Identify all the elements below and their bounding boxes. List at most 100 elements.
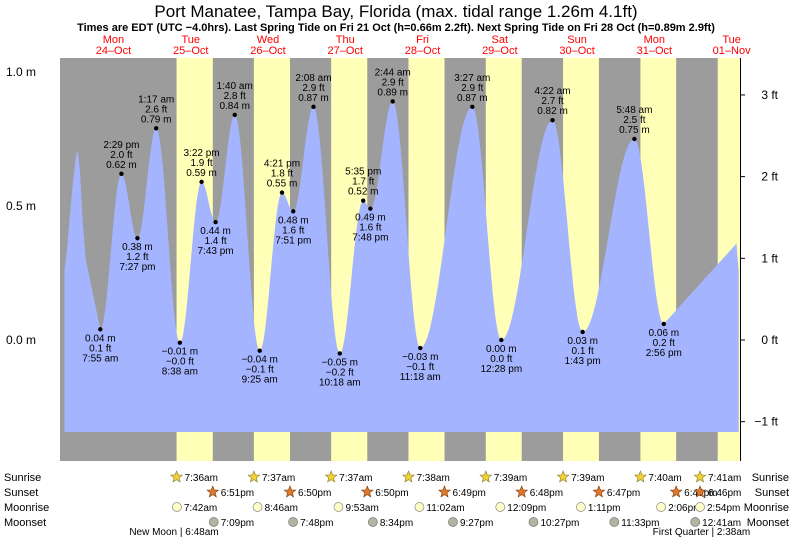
sunrise-icon-5	[556, 470, 570, 483]
tide-label-20-2: 1:43 pm	[565, 356, 601, 367]
day-weekday-8: Tue	[722, 34, 741, 46]
day-date-8: 01–Nov	[713, 45, 751, 57]
tide-label-16-1: −0.1 ft	[406, 362, 434, 373]
tide-label-17-2: 0.87 m	[457, 93, 488, 104]
sunrise-time-2: 7:37am	[339, 473, 372, 484]
sunrise-time-7: 7:41am	[708, 473, 741, 484]
tide-label-2-0: 0.38 m	[122, 242, 153, 253]
tide-label-7-0: 1:40 am	[217, 81, 253, 92]
tide-label-15-0: 2:44 am	[375, 67, 411, 78]
day-weekday-7: Mon	[644, 34, 665, 46]
tide-label-2-1: 1.2 ft	[126, 252, 148, 263]
sunset-icon-7	[693, 485, 707, 498]
moonset-icon-5	[609, 517, 620, 527]
tide-label-20-1: 0.1 ft	[571, 346, 593, 357]
day-labels: Mon24–OctTue25–OctWed26–OctThu27–OctFri2…	[96, 34, 751, 57]
sunrise-icon-2	[324, 470, 338, 483]
y-tick-ft-2: 1 ft	[761, 251, 778, 265]
sunrise-icon-7	[693, 470, 707, 483]
moonset-icon-1	[288, 517, 298, 527]
tide-label-19-1: 2.7 ft	[541, 96, 563, 107]
chart-subtitle: Times are EDT (UTC −4.0hrs). Last Spring…	[77, 22, 715, 34]
tide-label-0-1: 0.1 ft	[89, 343, 111, 354]
tide-label-8-0: −0.04 m	[241, 355, 277, 366]
chart-title: Port Manatee, Tampa Bay, Florida (max. t…	[154, 2, 637, 21]
moonrise-time-7: 2:54pm	[707, 503, 740, 514]
tide-label-11-0: 2:08 am	[295, 73, 331, 84]
moonrise-icon-2	[333, 502, 344, 512]
row-label-right-2: Moonrise	[744, 502, 789, 514]
moonset-time-0: 7:09pm	[221, 518, 254, 529]
sunset-icon-0	[206, 485, 220, 498]
tide-label-3-2: 0.79 m	[141, 114, 172, 125]
row-label-right-3: Moonset	[747, 517, 789, 529]
tide-point-18	[499, 337, 504, 343]
tide-labels: 0.04 m0.1 ft7:55 am2:29 pm2.0 ft0.62 m0.…	[82, 67, 682, 388]
sunset-icon-3	[438, 485, 451, 498]
tide-point-6	[213, 219, 218, 225]
tide-point-0	[98, 327, 103, 332]
tide-point-22	[661, 321, 666, 327]
y-tick-ft-0: 3 ft	[761, 88, 778, 102]
row-label-left-0: Sunrise	[4, 472, 41, 484]
tide-label-1-0: 2:29 pm	[103, 140, 139, 151]
tide-point-1	[119, 171, 124, 177]
sunrise-icon-1	[247, 470, 261, 483]
moonrise-icon-3	[414, 502, 425, 512]
tide-point-3	[154, 126, 159, 131]
moonrise-icon-5	[576, 502, 586, 512]
sunrise-time-1: 7:37am	[262, 473, 295, 484]
tide-label-4-2: 8:38 am	[162, 367, 198, 378]
tide-label-12-1: −0.2 ft	[326, 367, 354, 378]
tide-label-6-1: 1.4 ft	[204, 236, 226, 247]
plot-area: 0.04 m0.1 ft7:55 am2:29 pm2.0 ft0.62 m0.…	[60, 58, 740, 461]
moonrise-time-6: 2:06pm	[668, 503, 701, 514]
sun-moon-table: Sunrise Sunrise Sunset Sunset Moonrise Moonri…	[4, 470, 789, 538]
sunset-time-2: 6:50pm	[375, 488, 408, 499]
moonset-icon-2	[368, 517, 378, 527]
tide-label-14-2: 7:48 pm	[352, 233, 388, 244]
tide-label-11-1: 2.9 ft	[302, 83, 324, 94]
y-tick-ft-4: −1 ft	[754, 415, 778, 429]
moonset-time-1: 7:48pm	[300, 518, 333, 529]
sunset-icon-6	[669, 485, 683, 498]
tide-label-10-1: 1.6 ft	[282, 225, 304, 236]
moonset-time-5: 11:33pm	[621, 518, 659, 529]
tide-label-20-0: 0.03 m	[567, 336, 598, 347]
moonset-icon-6	[690, 517, 701, 527]
y-axis-feet: 3 ft 2 ft 1 ft 0 ft −1 ft	[741, 88, 779, 429]
tide-label-16-2: 11:18 am	[400, 372, 441, 383]
tide-point-2	[135, 235, 140, 241]
moonrise-time-4: 12:09pm	[507, 503, 546, 514]
day-weekday-6: Sun	[567, 34, 587, 46]
moonrise-icon-4	[495, 502, 506, 512]
day-date-7: 31–Oct	[637, 45, 672, 57]
sunrise-time-6: 7:40am	[648, 473, 681, 484]
tide-point-4	[177, 340, 183, 345]
tide-point-14	[368, 206, 373, 211]
tide-point-21	[632, 136, 637, 142]
moonrise-time-5: 1:11pm	[588, 503, 621, 514]
moonrise-time-2: 9:53am	[345, 503, 378, 514]
day-weekday-0: Mon	[103, 34, 124, 46]
tide-label-12-0: −0.05 m	[322, 357, 358, 368]
moonrise-icon-6	[656, 502, 666, 512]
moonrise-icon-1	[252, 502, 263, 512]
moonrise-time-1: 8:46am	[265, 503, 298, 514]
tide-point-9	[279, 190, 285, 195]
moonrise-icon-7	[695, 502, 705, 512]
moonrise-icon-0	[172, 502, 182, 512]
y-tick-m-1: 0.5 m	[6, 199, 36, 213]
tide-label-6-2: 7:43 pm	[198, 246, 234, 257]
tide-point-10	[291, 209, 296, 214]
tide-point-12	[337, 351, 342, 356]
row-label-left-3: Moonset	[4, 517, 46, 529]
tide-label-15-1: 2.9 ft	[382, 77, 404, 88]
moonrise-time-0: 7:42am	[184, 503, 217, 514]
tide-label-22-0: 0.06 m	[649, 328, 680, 339]
day-date-4: 28–Oct	[405, 45, 440, 57]
tide-label-21-1: 2.5 ft	[623, 115, 645, 126]
tide-label-21-2: 0.75 m	[619, 125, 650, 136]
day-date-0: 24–Oct	[96, 45, 131, 57]
